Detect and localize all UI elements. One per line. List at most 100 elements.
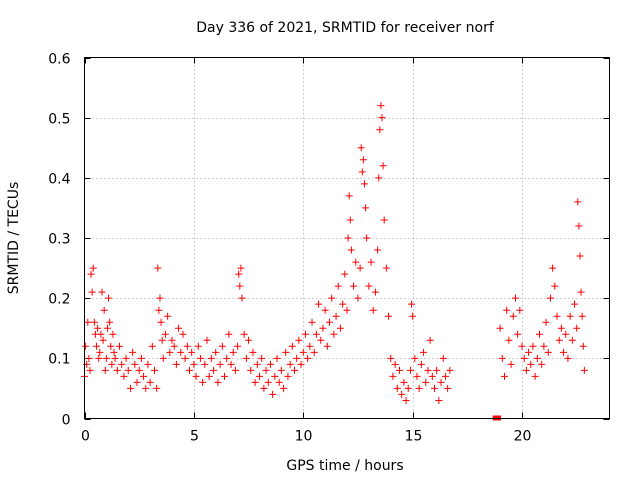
y-tick-label: 0 bbox=[62, 413, 71, 429]
data-point bbox=[378, 114, 386, 122]
data-point bbox=[99, 336, 107, 344]
data-point bbox=[357, 144, 365, 152]
data-point bbox=[87, 270, 95, 278]
data-point bbox=[94, 324, 102, 332]
data-point bbox=[498, 354, 506, 362]
data-point bbox=[157, 318, 165, 326]
data-point bbox=[253, 360, 261, 368]
data-point bbox=[578, 312, 586, 320]
y-tick-label: 0.5 bbox=[48, 112, 70, 128]
data-point bbox=[166, 348, 174, 356]
data-point bbox=[385, 312, 393, 320]
data-point bbox=[352, 258, 360, 266]
data-point bbox=[172, 360, 180, 368]
data-point bbox=[575, 222, 583, 230]
data-point bbox=[118, 360, 126, 368]
data-point bbox=[105, 294, 113, 302]
data-point bbox=[375, 174, 383, 182]
x-tick-label: 10 bbox=[295, 429, 313, 445]
data-point bbox=[194, 342, 202, 350]
data-point bbox=[411, 354, 419, 362]
data-point bbox=[109, 330, 117, 338]
data-point bbox=[328, 294, 336, 302]
chart-title: Day 336 of 2021, SRMTID for receiver nor… bbox=[196, 20, 495, 36]
data-point bbox=[369, 306, 377, 314]
data-point bbox=[190, 360, 198, 368]
data-point bbox=[321, 306, 329, 314]
data-point bbox=[135, 366, 143, 374]
y-tick-label: 0.6 bbox=[48, 52, 70, 68]
data-point bbox=[288, 342, 296, 350]
data-point bbox=[216, 360, 224, 368]
data-point bbox=[566, 312, 574, 320]
data-point bbox=[555, 336, 563, 344]
data-point bbox=[186, 366, 193, 374]
data-point bbox=[102, 354, 110, 362]
data-point bbox=[424, 366, 432, 374]
data-point bbox=[326, 318, 333, 326]
data-point bbox=[231, 366, 239, 374]
data-point bbox=[201, 360, 209, 368]
data-point bbox=[164, 312, 172, 320]
data-point bbox=[170, 342, 178, 350]
data-point bbox=[422, 378, 430, 386]
data-point bbox=[199, 378, 207, 386]
plot-frame bbox=[84, 57, 610, 419]
data-point bbox=[343, 306, 351, 314]
data-point bbox=[120, 372, 128, 380]
data-point bbox=[247, 366, 255, 374]
data-point bbox=[393, 384, 401, 392]
data-point bbox=[527, 360, 535, 368]
data-point bbox=[391, 360, 399, 368]
data-point bbox=[229, 348, 237, 356]
data-point bbox=[88, 288, 96, 296]
data-point bbox=[235, 270, 243, 278]
data-point bbox=[542, 318, 550, 326]
data-point bbox=[101, 366, 109, 374]
data-point bbox=[511, 294, 519, 302]
data-point bbox=[148, 342, 156, 350]
ticks-layer: 0 0.1 0.2 0.3 0.4 0.5 0.6 0 5 10 15 20 bbox=[48, 52, 610, 445]
data-point bbox=[90, 318, 98, 326]
data-point bbox=[367, 258, 375, 266]
data-point bbox=[553, 312, 561, 320]
data-point bbox=[131, 360, 139, 368]
x-tick-label: 20 bbox=[514, 429, 532, 445]
data-point bbox=[549, 264, 557, 272]
data-point bbox=[103, 324, 111, 332]
data-point bbox=[557, 324, 565, 332]
data-point bbox=[100, 306, 108, 314]
data-point bbox=[113, 366, 121, 374]
data-point bbox=[221, 372, 228, 380]
data-point bbox=[579, 342, 587, 350]
y-tick-label: 0.4 bbox=[48, 172, 70, 188]
data-point bbox=[218, 342, 226, 350]
data-point bbox=[110, 348, 118, 356]
y-axis-label: SRMTID / TECUs bbox=[6, 182, 22, 295]
data-point bbox=[428, 372, 436, 380]
data-point bbox=[341, 270, 349, 278]
data-point bbox=[344, 234, 352, 242]
x-tick-label: 5 bbox=[190, 429, 199, 445]
data-point bbox=[223, 354, 231, 362]
data-point bbox=[86, 366, 94, 374]
data-point bbox=[181, 354, 189, 362]
data-point bbox=[203, 336, 211, 344]
data-point bbox=[365, 282, 373, 290]
data-point bbox=[503, 306, 511, 314]
data-point bbox=[323, 342, 331, 350]
data-point bbox=[361, 180, 368, 188]
data-point bbox=[509, 312, 517, 320]
data-point bbox=[183, 342, 191, 350]
data-point bbox=[332, 312, 340, 320]
data-point bbox=[573, 324, 581, 332]
data-point bbox=[431, 384, 438, 392]
data-point bbox=[154, 264, 162, 272]
data-point bbox=[380, 216, 388, 224]
data-point bbox=[350, 282, 358, 290]
data-point bbox=[133, 378, 141, 386]
data-point bbox=[144, 360, 152, 368]
data-point bbox=[413, 372, 421, 380]
data-point bbox=[435, 396, 443, 404]
data-point bbox=[334, 282, 342, 290]
